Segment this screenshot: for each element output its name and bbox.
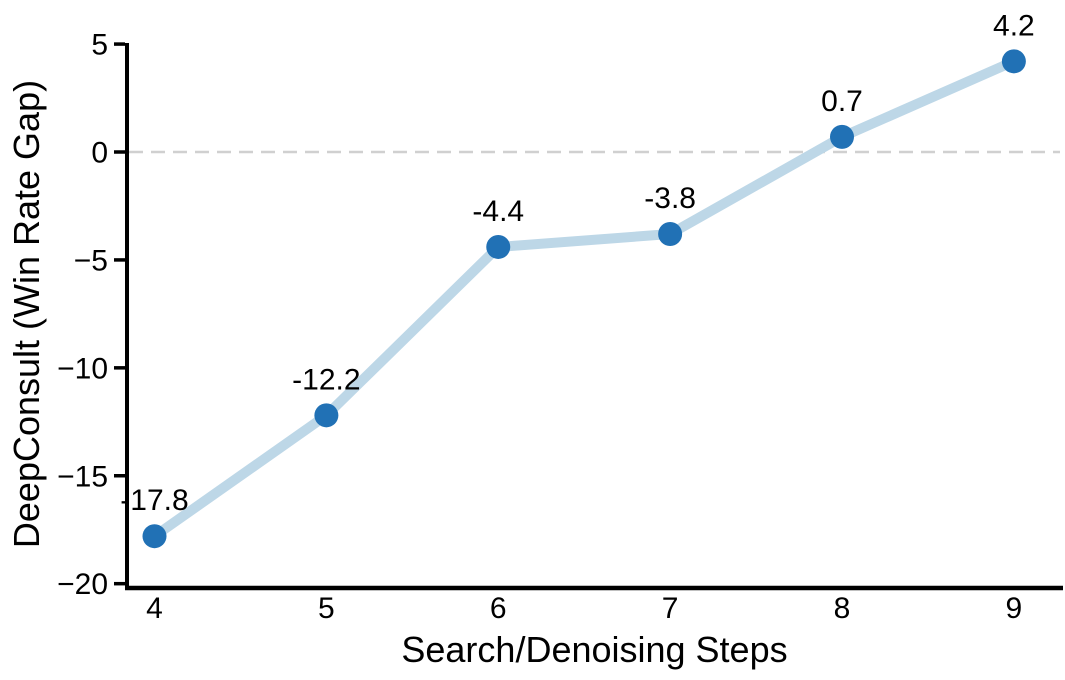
data-point [142,524,167,549]
y-tick-label: −5 [74,244,108,277]
x-tick-label: 7 [662,592,679,625]
x-axis-title: Search/Denoising Steps [401,629,788,670]
y-tick-label: −10 [57,352,108,385]
x-tick-label: 6 [490,592,507,625]
series-line [149,56,1019,542]
data-point [314,403,339,428]
x-tick-label: 4 [146,592,163,625]
data-point-label: -17.8 [120,484,188,517]
y-tick-label: 0 [91,137,108,170]
y-tick-label: −15 [57,460,108,493]
data-point-label: -4.4 [472,195,524,228]
y-tick-label: 5 [91,29,108,62]
data-point [830,124,854,149]
y-axis-title: DeepConsult (Win Rate Gap) [6,79,47,549]
x-tick-label: 5 [318,592,335,625]
y-tick-label: −20 [57,568,108,601]
data-point [658,222,683,247]
x-tick-label: 9 [1006,592,1023,625]
data-point-label: -12.2 [292,363,360,396]
x-tick-label: 8 [834,592,851,625]
data-point [486,234,511,259]
data-point [1001,49,1026,74]
data-point-label: -3.8 [644,182,696,215]
data-point-label: 4.2 [993,9,1035,42]
data-point-label: 0.7 [821,85,863,118]
